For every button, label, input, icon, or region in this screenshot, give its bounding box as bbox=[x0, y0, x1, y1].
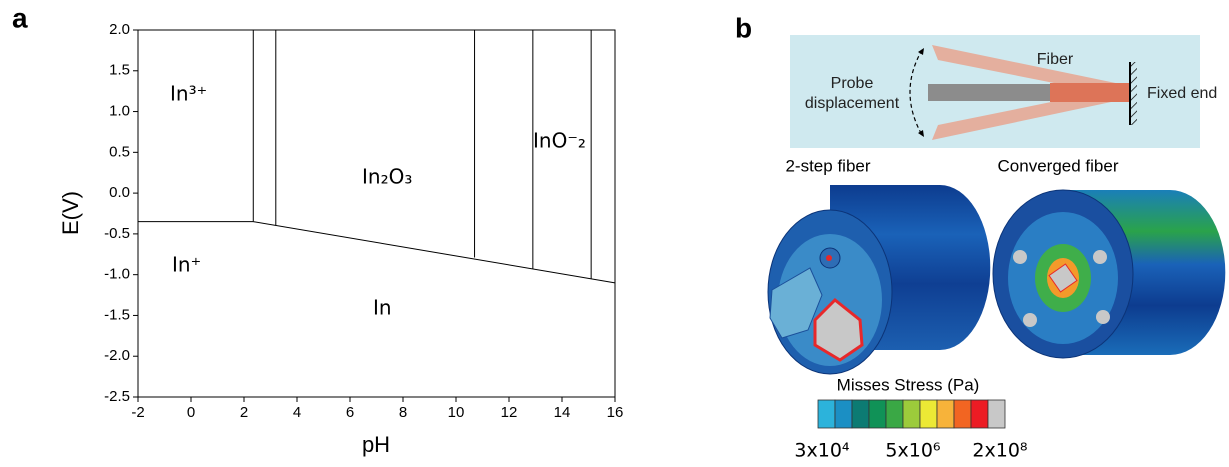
panel-label: a bbox=[12, 2, 28, 33]
x-tick-label: -2 bbox=[131, 404, 144, 421]
colorbar-swatch bbox=[970, 399, 989, 429]
probe-label: Probe bbox=[831, 75, 874, 92]
hole bbox=[1093, 250, 1107, 264]
colorbar-swatch bbox=[919, 399, 938, 429]
colorbar-swatch bbox=[953, 399, 972, 429]
colorbar-label: 3x10⁴ bbox=[794, 440, 850, 462]
y-tick-label: -0.5 bbox=[104, 225, 130, 242]
y-tick-label: 1.5 bbox=[109, 62, 130, 79]
y-axis-title: E(V) bbox=[58, 191, 83, 235]
x-tick-label: 14 bbox=[554, 404, 571, 421]
y-tick-label: 0.0 bbox=[109, 184, 130, 201]
colorbar-swatch bbox=[834, 399, 853, 429]
colorbar bbox=[817, 399, 1006, 429]
x-tick-label: 4 bbox=[293, 404, 301, 421]
x-axis-title: pH bbox=[362, 432, 390, 457]
hotspot bbox=[826, 255, 832, 261]
panel-label: b bbox=[735, 12, 752, 43]
x-tick-label: 8 bbox=[399, 404, 407, 421]
hole bbox=[1013, 250, 1027, 264]
x-tick-label: 0 bbox=[187, 404, 195, 421]
region-label: InO⁻₂ bbox=[533, 129, 586, 153]
colorbar-title: Misses Stress (Pa) bbox=[837, 375, 980, 394]
colorbar-label: 2x10⁸ bbox=[972, 440, 1027, 462]
x-tick-label: 2 bbox=[240, 404, 248, 421]
hole bbox=[813, 297, 864, 362]
colorbar-swatch bbox=[936, 399, 955, 429]
colorbar-swatch bbox=[868, 399, 887, 429]
region-label: In⁺ bbox=[172, 253, 201, 277]
core-hole bbox=[1048, 263, 1078, 293]
colorbar-swatch bbox=[987, 399, 1006, 429]
y-tick-label: -2.5 bbox=[104, 388, 130, 405]
y-tick-label: 0.5 bbox=[109, 143, 130, 160]
fiber-label: Fiber bbox=[1037, 51, 1074, 68]
y-tick-label: -1.0 bbox=[104, 266, 130, 283]
hole bbox=[769, 267, 823, 339]
boundary-line bbox=[253, 221, 616, 284]
colorbar-swatch bbox=[817, 399, 836, 429]
region-label: In bbox=[373, 296, 392, 320]
schematic: Fiber Probe displacement Fixed end bbox=[790, 35, 1217, 148]
colorbar-label: 5x10⁶ bbox=[885, 440, 940, 462]
colorbar-swatch bbox=[885, 399, 904, 429]
region-label: In₂O₃ bbox=[362, 165, 412, 189]
displacement-arc bbox=[909, 49, 923, 136]
fiber-title: 2-step fiber bbox=[785, 156, 870, 175]
x-tick-label: 6 bbox=[346, 404, 354, 421]
probe bbox=[928, 84, 1058, 101]
fiber bbox=[1050, 83, 1130, 102]
hole bbox=[1023, 313, 1037, 327]
y-tick-label: -2.0 bbox=[104, 347, 130, 364]
plot-frame bbox=[137, 29, 616, 398]
x-tick-label: 12 bbox=[501, 404, 518, 421]
x-tick-label: 10 bbox=[448, 404, 465, 421]
colorbar-swatch bbox=[902, 399, 921, 429]
fiber-title: Converged fiber bbox=[998, 156, 1119, 175]
fixed-end-label: Fixed end bbox=[1147, 85, 1217, 102]
fixed-wall bbox=[1130, 62, 1137, 125]
fiber-model bbox=[767, 185, 991, 375]
y-tick-label: 2.0 bbox=[109, 21, 130, 38]
x-tick-label: 16 bbox=[607, 404, 624, 421]
probe-label: displacement bbox=[805, 95, 900, 112]
region-label: In³⁺ bbox=[170, 82, 207, 106]
fiber-model bbox=[992, 189, 1226, 359]
hole bbox=[1096, 310, 1110, 324]
y-tick-label: 1.0 bbox=[109, 103, 130, 120]
colorbar-swatch bbox=[851, 399, 870, 429]
y-tick-label: -1.5 bbox=[104, 306, 130, 323]
